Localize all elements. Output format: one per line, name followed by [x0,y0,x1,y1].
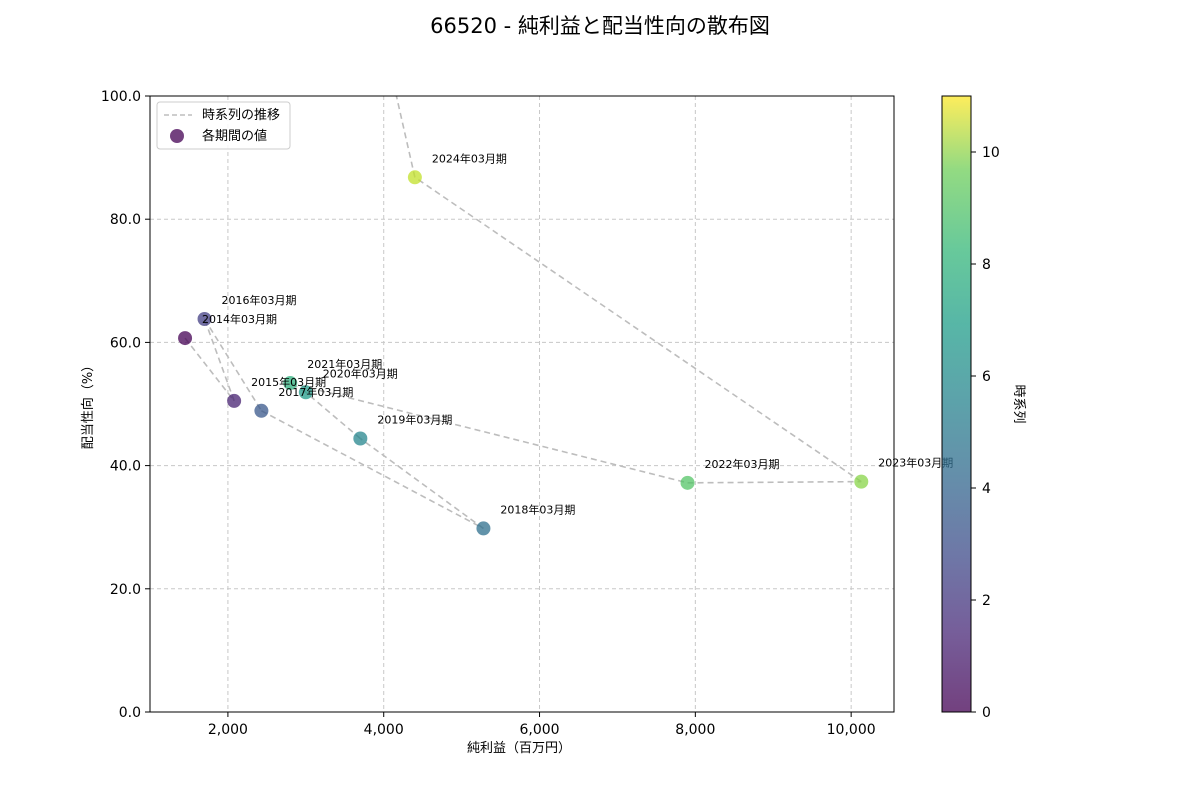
legend-scatter-label: 各期間の値 [202,128,267,144]
trend-segment [305,391,361,440]
data-point [227,393,242,408]
data-point [476,521,491,536]
x-axis-title: 純利益（百万円） [467,741,571,756]
trend-segment [359,437,484,530]
data-point [407,170,422,185]
data-point [283,376,298,391]
trend-segment [184,337,235,402]
y-tick-label: 80.0 [110,212,141,228]
trend-segment [261,410,484,530]
point-label: 2022年03月期 [705,457,780,471]
point-label: 2024年03月期 [432,151,507,165]
plot-frame [149,95,895,713]
y-tick-label: 100.0 [101,89,141,105]
point-label: 2015年03月期 [251,375,326,389]
point-label: 2018年03月期 [500,502,575,516]
x-tick-label: 4,000 [364,722,404,738]
legend-box [156,101,291,150]
data-point [254,403,269,418]
point-label: 2019年03月期 [377,412,452,426]
y-tick-label: 0.0 [119,705,141,721]
colorbar-label: 時系列 [1011,384,1026,423]
colorbar-tick-label: 10 [982,145,1000,161]
legend-line-label: 時系列の推移 [202,108,280,123]
point-label: 2016年03月期 [222,293,297,307]
data-point [178,331,193,346]
legend-marker-swatch [170,129,184,143]
x-axis: 2,000 4,000 6,000 8,000 10,000 [208,712,876,738]
data-point [854,474,869,489]
point-label: 2014年03月期 [202,312,277,326]
legend: 時系列の推移 各期間の値 [156,101,291,150]
colorbar-tick-label: 0 [982,705,991,721]
data-point [385,67,399,81]
data-point [298,385,313,400]
colorbar-tick-label: 2 [982,593,991,609]
data-point [353,431,368,446]
data-points [178,67,869,536]
trend-segment [203,318,235,402]
point-label: 2023年03月期 [878,456,953,470]
trend-segment [203,318,263,412]
colorbar-gradient [941,95,972,713]
x-tick-label: 8,000 [675,722,715,738]
x-tick-label: 10,000 [827,722,876,738]
data-point [680,475,695,490]
trend-segment [290,382,688,484]
x-tick-label: 2,000 [208,722,248,738]
colorbar: 0 2 4 6 8 10 時系列 [941,95,1026,721]
point-label: 2021年03月期 [307,357,382,371]
colorbar-tick-label: 4 [982,481,991,497]
grid [150,95,894,713]
y-tick-label: 20.0 [110,582,141,598]
colorbar-tick-label: 8 [982,257,991,273]
trend-segment [687,480,862,484]
colorbar-ticks: 0 2 4 6 8 10 [971,145,1000,721]
trend-segment [414,176,862,483]
point-label: 2020年03月期 [323,366,398,380]
point-labels: 2014年03月期 2015年03月期 2016年03月期 2017年03月期 2018… [202,151,953,516]
y-axis: 0.0 20.0 40.0 60.0 80.0 100.0 [101,89,150,721]
point-label: 2017年03月期 [278,385,353,399]
trend-segment [395,96,416,178]
y-tick-label: 60.0 [110,335,141,351]
data-point [197,311,212,326]
y-axis-title: 配当性向（%） [80,359,96,449]
y-tick-label: 40.0 [110,459,141,475]
x-tick-label: 6,000 [519,722,559,738]
chart-title: 66520 - 純利益と配当性向の散布図 [430,14,770,38]
colorbar-tick-label: 6 [982,369,991,385]
